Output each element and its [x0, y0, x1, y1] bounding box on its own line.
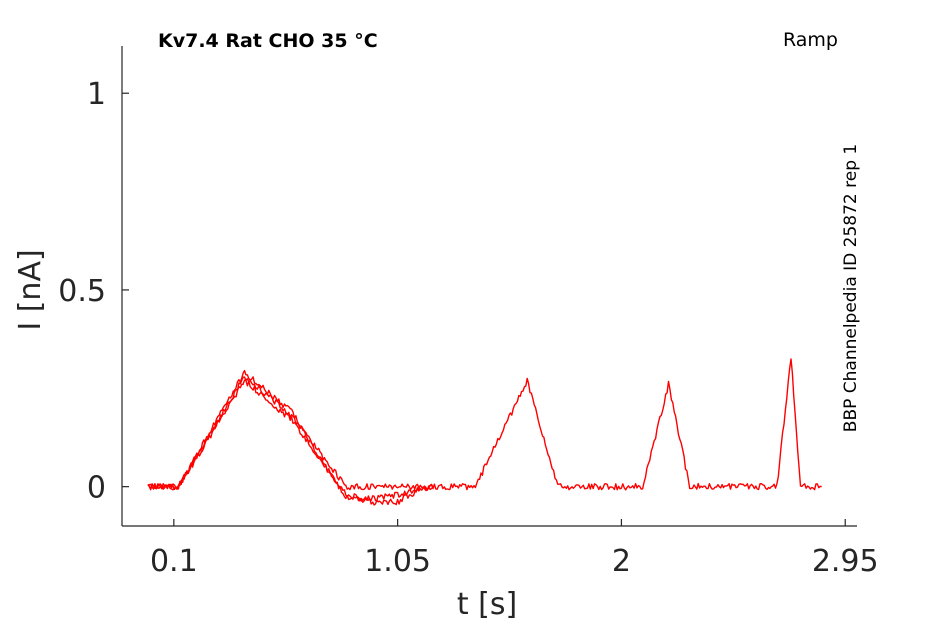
x-tick-label: 2.95: [812, 544, 879, 579]
trace-line-3: [148, 371, 433, 502]
y-tick-label: 0.5: [58, 274, 106, 309]
y-tick-label: 0: [87, 471, 106, 506]
trace-line-2: [148, 380, 433, 505]
x-tick-label: 1.05: [364, 544, 431, 579]
traces: [148, 359, 822, 505]
chart-title: Kv7.4 Rat CHO 35 °C: [158, 30, 378, 52]
protocol-label: Ramp: [783, 29, 838, 51]
x-tick-label: 2: [612, 544, 631, 579]
y-tick-label: 1: [87, 77, 106, 112]
plot-area: 0.1 1.05 2 2.95 0 0.5 1: [58, 46, 878, 579]
x-tick-label: 0.1: [150, 544, 198, 579]
x-axis-label: t [s]: [457, 587, 517, 622]
y-axis-label: I [nA]: [13, 249, 48, 330]
source-label: BBP Channelpedia ID 25872 rep 1: [841, 144, 861, 432]
ticks: 0.1 1.05 2 2.95 0 0.5 1: [58, 77, 878, 579]
